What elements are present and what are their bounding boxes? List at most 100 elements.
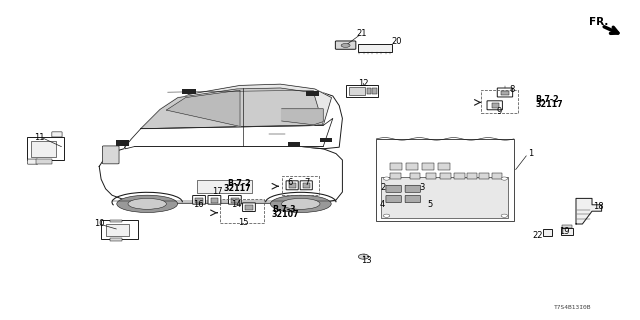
Bar	[289, 183, 296, 188]
Text: 13: 13	[361, 256, 371, 265]
Bar	[406, 163, 418, 170]
Bar	[467, 173, 477, 179]
Text: 6: 6	[287, 178, 292, 187]
Bar	[440, 173, 451, 179]
Bar	[220, 199, 264, 223]
Text: 16: 16	[193, 200, 204, 209]
Text: 32117: 32117	[535, 100, 563, 109]
Bar	[358, 44, 392, 52]
Text: B-7-2: B-7-2	[535, 95, 559, 104]
Polygon shape	[141, 88, 323, 129]
Bar	[492, 173, 502, 179]
FancyBboxPatch shape	[193, 196, 205, 204]
Bar	[376, 139, 514, 221]
Bar	[561, 228, 573, 235]
FancyBboxPatch shape	[405, 196, 420, 203]
Bar	[492, 103, 499, 108]
Bar	[211, 198, 218, 203]
Text: 7: 7	[305, 178, 310, 187]
Bar	[346, 85, 378, 97]
Text: 9: 9	[497, 108, 502, 116]
Bar	[282, 176, 319, 195]
FancyBboxPatch shape	[243, 203, 255, 212]
FancyBboxPatch shape	[405, 185, 420, 192]
Bar	[288, 142, 300, 147]
Text: 2: 2	[380, 183, 385, 192]
FancyBboxPatch shape	[286, 181, 298, 190]
Text: 19: 19	[559, 228, 570, 236]
Bar	[543, 229, 552, 236]
Text: FR.: FR.	[589, 17, 608, 28]
Text: 21: 21	[356, 29, 367, 38]
Bar	[101, 220, 138, 239]
Polygon shape	[576, 198, 602, 224]
FancyBboxPatch shape	[386, 185, 401, 192]
Bar	[197, 180, 252, 193]
Text: 22: 22	[532, 231, 543, 240]
Bar	[110, 220, 122, 222]
Bar	[36, 159, 52, 164]
Bar	[306, 91, 319, 96]
Bar	[349, 87, 365, 95]
Text: 18: 18	[593, 202, 604, 211]
Ellipse shape	[282, 198, 320, 209]
Bar	[31, 141, 56, 157]
Polygon shape	[141, 84, 332, 129]
Text: 12: 12	[358, 79, 369, 88]
Bar	[481, 90, 518, 113]
Bar	[410, 173, 420, 179]
Text: 32117: 32117	[223, 184, 251, 193]
Bar	[390, 173, 401, 179]
Bar	[320, 138, 332, 142]
FancyBboxPatch shape	[28, 159, 38, 164]
Bar	[27, 137, 64, 160]
FancyBboxPatch shape	[300, 181, 312, 190]
Bar	[116, 140, 129, 146]
Polygon shape	[282, 109, 323, 125]
Bar	[438, 163, 450, 170]
Ellipse shape	[128, 198, 166, 209]
Bar	[106, 224, 129, 236]
Text: 4: 4	[380, 200, 385, 209]
Text: 5: 5	[428, 200, 433, 209]
Text: 32107: 32107	[272, 210, 300, 219]
Circle shape	[501, 177, 508, 180]
Circle shape	[383, 177, 390, 180]
Bar	[454, 173, 465, 179]
Text: 3: 3	[420, 183, 425, 192]
Polygon shape	[125, 85, 342, 149]
FancyBboxPatch shape	[487, 101, 502, 110]
Ellipse shape	[341, 44, 350, 47]
Bar	[110, 238, 122, 241]
Bar	[182, 89, 196, 94]
Circle shape	[358, 254, 369, 259]
FancyBboxPatch shape	[52, 132, 62, 137]
Text: 15: 15	[238, 218, 248, 227]
Bar	[426, 173, 436, 179]
Bar	[372, 88, 377, 94]
Ellipse shape	[117, 195, 178, 212]
Bar	[422, 163, 434, 170]
Text: 17: 17	[212, 188, 223, 196]
Bar	[390, 163, 402, 170]
Bar	[231, 198, 239, 203]
Circle shape	[501, 214, 508, 217]
Polygon shape	[125, 118, 333, 149]
Text: 14: 14	[232, 200, 242, 209]
Bar	[381, 177, 508, 218]
Text: B-7-3: B-7-3	[272, 205, 296, 214]
Text: 11: 11	[35, 133, 45, 142]
Bar	[245, 205, 253, 210]
Polygon shape	[99, 146, 342, 203]
Text: B-7-2: B-7-2	[227, 179, 251, 188]
Ellipse shape	[270, 195, 332, 212]
Bar	[303, 183, 310, 188]
Bar	[562, 225, 572, 228]
Text: 1: 1	[529, 149, 534, 158]
Bar	[479, 173, 489, 179]
FancyBboxPatch shape	[386, 196, 401, 203]
Circle shape	[383, 214, 390, 217]
Text: 20: 20	[392, 37, 402, 46]
Polygon shape	[166, 90, 240, 126]
FancyBboxPatch shape	[102, 146, 119, 164]
